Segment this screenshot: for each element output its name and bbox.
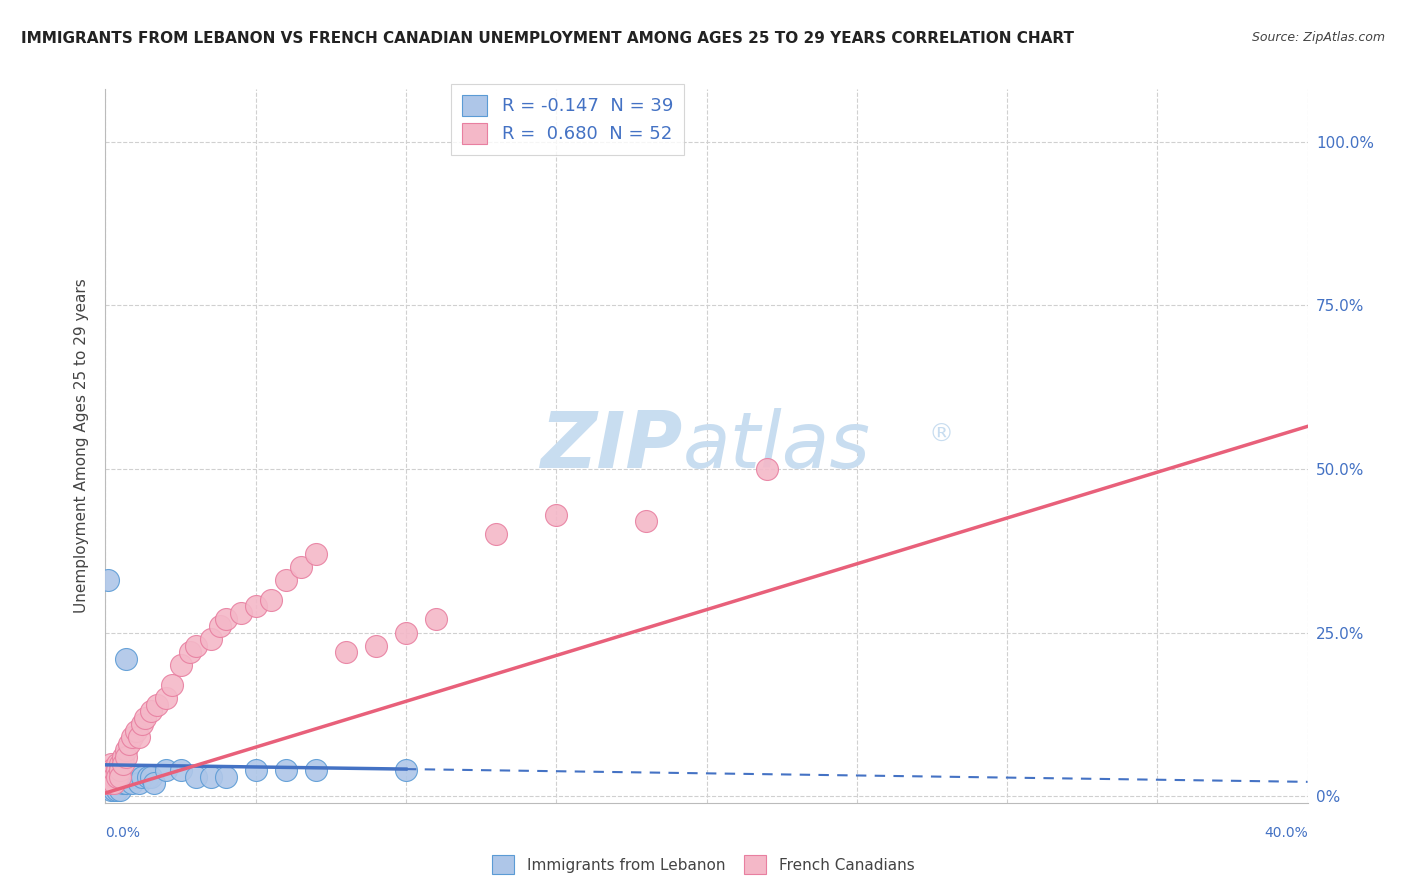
Point xyxy=(136,770,159,784)
Point xyxy=(139,704,162,718)
Point xyxy=(208,619,231,633)
Point xyxy=(425,612,447,626)
Point xyxy=(245,763,267,777)
Point xyxy=(364,639,387,653)
Point xyxy=(485,527,508,541)
Point xyxy=(124,723,146,738)
Point xyxy=(121,731,143,745)
Point xyxy=(97,573,120,587)
Point xyxy=(107,782,129,797)
Point xyxy=(395,625,418,640)
Point xyxy=(395,763,418,777)
Point xyxy=(121,776,143,790)
Point xyxy=(128,776,150,790)
Text: 40.0%: 40.0% xyxy=(1264,826,1308,839)
Point xyxy=(100,770,122,784)
Point xyxy=(107,763,129,777)
Point xyxy=(200,632,222,647)
Point xyxy=(97,770,120,784)
Point xyxy=(103,770,125,784)
Point xyxy=(179,645,201,659)
Text: atlas: atlas xyxy=(682,408,870,484)
Point xyxy=(229,606,252,620)
Point xyxy=(274,763,297,777)
Point xyxy=(103,776,125,790)
Point xyxy=(107,770,129,784)
Point xyxy=(100,782,122,797)
Point xyxy=(100,776,122,790)
Point xyxy=(107,770,129,784)
Point xyxy=(260,592,283,607)
Point xyxy=(100,763,122,777)
Point xyxy=(115,776,138,790)
Point xyxy=(155,691,177,706)
Point xyxy=(290,560,312,574)
Point xyxy=(115,652,138,666)
Point xyxy=(118,770,141,784)
Point xyxy=(100,776,122,790)
Point xyxy=(184,770,207,784)
Point xyxy=(112,756,135,771)
Point xyxy=(107,756,129,771)
Point xyxy=(100,770,122,784)
Point xyxy=(100,763,122,777)
Point xyxy=(139,770,162,784)
Legend: R = -0.147  N = 39, R =  0.680  N = 52: R = -0.147 N = 39, R = 0.680 N = 52 xyxy=(451,84,683,154)
Point xyxy=(546,508,568,522)
Point xyxy=(103,776,125,790)
Point xyxy=(112,750,135,764)
Point xyxy=(755,462,778,476)
Point xyxy=(110,770,132,784)
Point xyxy=(636,514,658,528)
Point xyxy=(335,645,357,659)
Point xyxy=(142,776,165,790)
Text: ®: ® xyxy=(929,424,955,447)
Text: ZIP: ZIP xyxy=(540,408,682,484)
Point xyxy=(128,731,150,745)
Point xyxy=(245,599,267,614)
Point xyxy=(103,770,125,784)
Point xyxy=(110,763,132,777)
Point xyxy=(110,776,132,790)
Text: 0.0%: 0.0% xyxy=(105,826,141,839)
Point xyxy=(214,770,236,784)
Point xyxy=(103,763,125,777)
Point xyxy=(305,547,328,561)
Point xyxy=(214,612,236,626)
Text: Source: ZipAtlas.com: Source: ZipAtlas.com xyxy=(1251,31,1385,45)
Point xyxy=(200,770,222,784)
Point xyxy=(103,782,125,797)
Point xyxy=(131,770,153,784)
Text: IMMIGRANTS FROM LEBANON VS FRENCH CANADIAN UNEMPLOYMENT AMONG AGES 25 TO 29 YEAR: IMMIGRANTS FROM LEBANON VS FRENCH CANADI… xyxy=(21,31,1074,46)
Point xyxy=(169,658,191,673)
Point xyxy=(184,639,207,653)
Point xyxy=(107,776,129,790)
Point xyxy=(145,698,167,712)
Point xyxy=(124,770,146,784)
Point xyxy=(305,763,328,777)
Point xyxy=(112,776,135,790)
Point xyxy=(97,776,120,790)
Point xyxy=(131,717,153,731)
Point xyxy=(115,743,138,757)
Point xyxy=(274,573,297,587)
Point xyxy=(134,711,156,725)
Point xyxy=(118,737,141,751)
Point xyxy=(115,750,138,764)
Point xyxy=(110,770,132,784)
Point xyxy=(97,770,120,784)
Point xyxy=(100,756,122,771)
Point xyxy=(169,763,191,777)
Point xyxy=(103,763,125,777)
Point xyxy=(160,678,183,692)
Point xyxy=(97,776,120,790)
Point xyxy=(110,782,132,797)
Legend: Immigrants from Lebanon, French Canadians: Immigrants from Lebanon, French Canadian… xyxy=(485,849,921,880)
Point xyxy=(155,763,177,777)
Point xyxy=(112,770,135,784)
Y-axis label: Unemployment Among Ages 25 to 29 years: Unemployment Among Ages 25 to 29 years xyxy=(75,278,90,614)
Point xyxy=(97,763,120,777)
Point xyxy=(110,756,132,771)
Point xyxy=(100,770,122,784)
